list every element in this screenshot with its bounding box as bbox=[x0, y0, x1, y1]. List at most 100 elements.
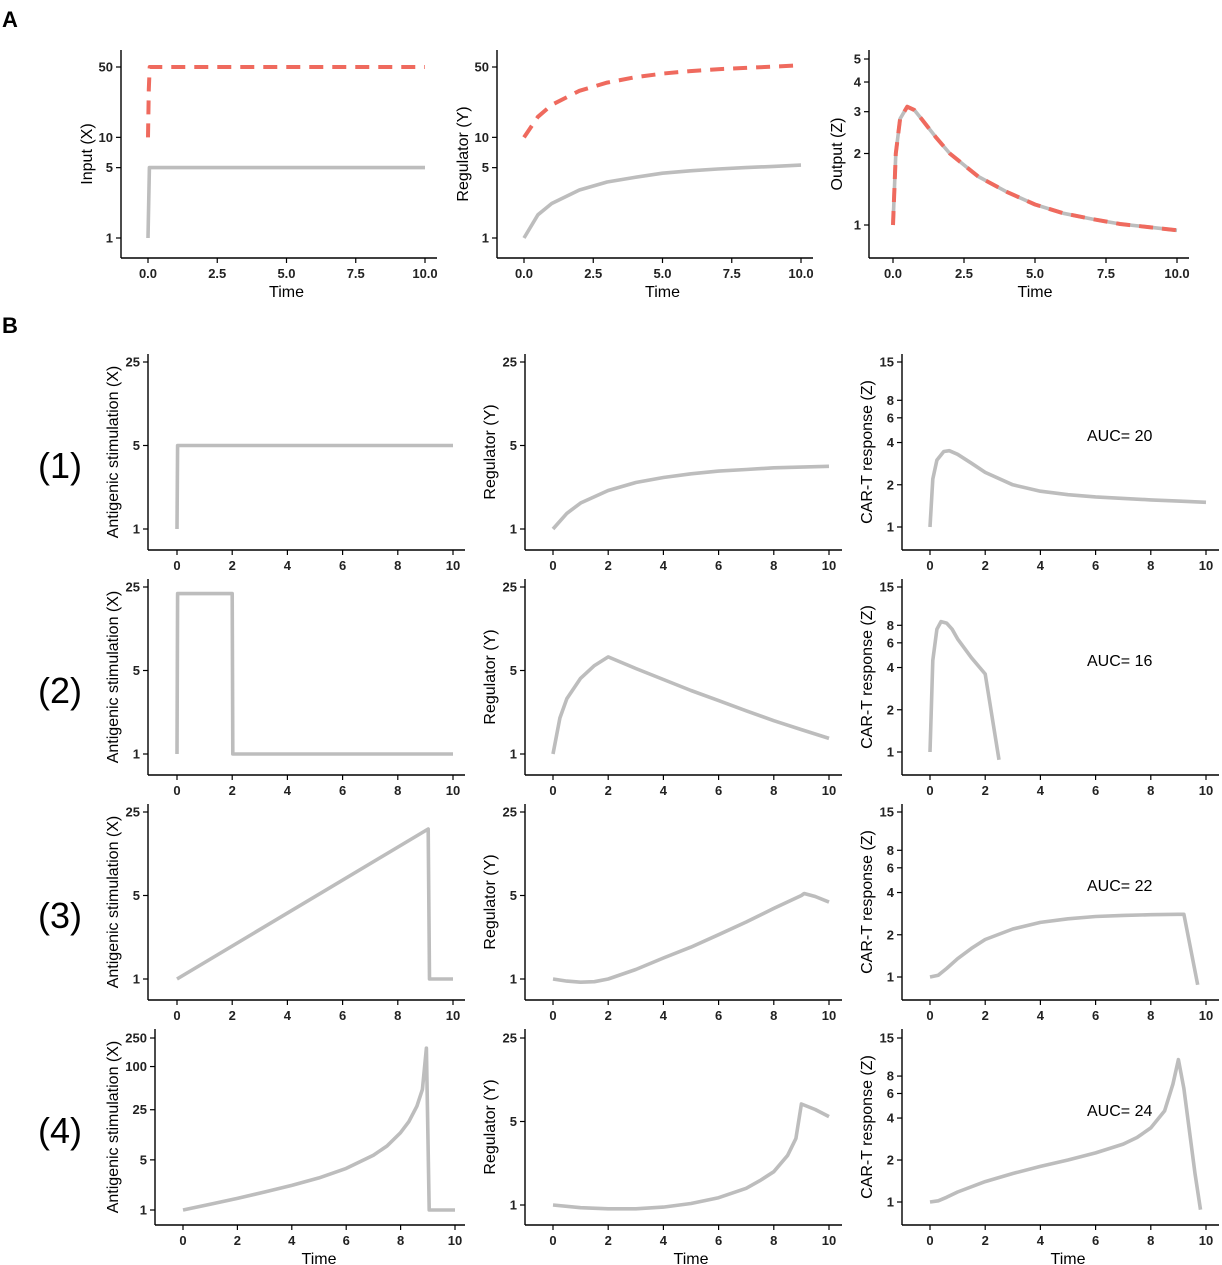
x-tick-label: 8 bbox=[770, 558, 777, 573]
y-tick-label: 5 bbox=[510, 438, 517, 453]
panel-letter-b: B bbox=[2, 313, 18, 338]
y-axis-label: Antigenic stimulation (X) bbox=[105, 591, 122, 764]
chart-b1x: 1 5 25 0 2 4 6 8 10 Antigenic stimulation (X) bbox=[105, 354, 465, 573]
x-tick-label: 2 bbox=[234, 1233, 241, 1248]
y-axis-label: Regulator (Y) bbox=[482, 1079, 499, 1174]
x-tick-label: 2 bbox=[605, 1008, 612, 1023]
x-tick-label: 10.0 bbox=[1164, 266, 1189, 281]
row-label-1: (1) bbox=[38, 445, 82, 486]
x-tick-label: 10.0 bbox=[788, 266, 813, 281]
y-tick-label: 25 bbox=[503, 1031, 517, 1046]
x-tick-label: 0.0 bbox=[139, 266, 157, 281]
series-gray-line bbox=[176, 827, 453, 981]
y-axis-label: Antigenic stimulation (X) bbox=[105, 816, 122, 989]
x-tick-label: 0 bbox=[549, 783, 556, 798]
x-tick-label: 0 bbox=[179, 1233, 186, 1248]
y-tick-label: 1 bbox=[510, 747, 517, 762]
x-tick-label: 7.5 bbox=[1097, 266, 1115, 281]
y-tick-label: 8 bbox=[887, 393, 894, 408]
y-tick-label: 25 bbox=[126, 805, 140, 820]
y-tick-label: 25 bbox=[503, 805, 517, 820]
x-tick-label: 0.0 bbox=[884, 266, 902, 281]
x-tick-label: 8 bbox=[1147, 1008, 1154, 1023]
x-tick-label: 2 bbox=[982, 1008, 989, 1023]
series-gray-line bbox=[146, 165, 425, 239]
y-tick-label: 1 bbox=[510, 1198, 517, 1213]
y-tick-label: 15 bbox=[880, 1031, 894, 1046]
x-tick-label: 2 bbox=[982, 783, 989, 798]
x-tick-label: 2.5 bbox=[584, 266, 602, 281]
x-tick-label: 10 bbox=[446, 558, 460, 573]
x-tick-label: 4 bbox=[284, 1008, 292, 1023]
x-axis-label: Time bbox=[1018, 284, 1053, 301]
y-tick-label: 10 bbox=[475, 130, 489, 145]
x-tick-label: 10 bbox=[822, 1233, 836, 1248]
x-tick-label: 2 bbox=[605, 558, 612, 573]
y-tick-label: 50 bbox=[99, 60, 113, 75]
series-gray-line bbox=[928, 448, 1207, 528]
y-axis-label: Output (Z) bbox=[829, 118, 846, 191]
y-tick-label: 1 bbox=[887, 970, 894, 985]
chart-b2y: 1 5 25 0 2 4 6 8 10 Regulator (Y) bbox=[482, 579, 842, 798]
series-gray-line bbox=[551, 464, 830, 531]
y-tick-label: 1 bbox=[887, 520, 894, 535]
x-tick-label: 6 bbox=[1092, 558, 1099, 573]
y-tick-label: 1 bbox=[854, 218, 861, 233]
y-tick-label: 4 bbox=[887, 660, 895, 675]
x-tick-label: 0 bbox=[173, 783, 180, 798]
series-gray-line bbox=[552, 1102, 830, 1211]
y-tick-label: 15 bbox=[880, 805, 894, 820]
x-axis-label: Time bbox=[1051, 1251, 1086, 1265]
series-red-line bbox=[891, 104, 1178, 233]
y-tick-label: 15 bbox=[880, 580, 894, 595]
y-tick-label: 1 bbox=[887, 745, 894, 760]
y-tick-label: 1 bbox=[887, 1195, 894, 1210]
y-tick-label: 1 bbox=[510, 972, 517, 987]
chart-b4z: 1 2 4 6 8 15 0 2 4 6 8 10 CAR-T response (Z) Time AUC=… bbox=[859, 1029, 1219, 1265]
y-tick-label: 2 bbox=[887, 477, 894, 492]
x-tick-label: 10 bbox=[822, 783, 836, 798]
x-tick-label: 10 bbox=[448, 1233, 462, 1248]
y-tick-label: 1 bbox=[133, 522, 140, 537]
y-tick-label: 25 bbox=[503, 355, 517, 370]
y-tick-label: 25 bbox=[126, 355, 140, 370]
y-axis-label: CAR-T response (Z) bbox=[859, 1055, 876, 1199]
y-tick-label: 8 bbox=[887, 1069, 894, 1084]
x-tick-label: 2 bbox=[982, 1233, 989, 1248]
x-tick-label: 4 bbox=[660, 1233, 668, 1248]
y-tick-label: 4 bbox=[887, 885, 895, 900]
x-axis-label: Time bbox=[269, 284, 304, 301]
x-tick-label: 2 bbox=[229, 783, 236, 798]
row-label-4: (4) bbox=[38, 1110, 82, 1151]
y-tick-label: 5 bbox=[482, 160, 489, 175]
x-tick-label: 6 bbox=[715, 1008, 722, 1023]
x-tick-label: 8 bbox=[770, 1233, 777, 1248]
y-tick-label: 5 bbox=[510, 1114, 517, 1129]
y-tick-label: 5 bbox=[140, 1152, 147, 1167]
y-tick-label: 6 bbox=[887, 635, 894, 650]
x-axis-label: Time bbox=[302, 1251, 337, 1265]
y-tick-label: 5 bbox=[133, 438, 140, 453]
y-tick-label: 3 bbox=[854, 104, 861, 119]
chart-a1: 1 5 10 50 0.0 2.5 5.0 7.5 10.0 Input (X) Time bbox=[79, 50, 438, 301]
chart-b3y: 1 5 25 0 2 4 6 8 10 Regulator (Y) bbox=[482, 804, 842, 1023]
chart-b4x: 1 5 25 100 250 0 2 4 6 8 10 Antigenic stimulation (… bbox=[105, 1029, 465, 1265]
series-gray-line bbox=[182, 1046, 455, 1212]
x-tick-label: 10.0 bbox=[412, 266, 437, 281]
y-axis-label: Antigenic stimulation (X) bbox=[105, 366, 122, 539]
y-tick-label: 250 bbox=[125, 1031, 147, 1046]
x-tick-label: 2.5 bbox=[208, 266, 226, 281]
y-tick-label: 25 bbox=[126, 580, 140, 595]
x-tick-label: 8 bbox=[394, 558, 401, 573]
x-tick-label: 0 bbox=[549, 1008, 556, 1023]
row-label-3: (3) bbox=[38, 895, 82, 936]
y-tick-label: 4 bbox=[854, 75, 862, 90]
series-gray-line bbox=[551, 655, 830, 755]
chart-a3: 1 2 3 4 5 0.0 2.5 5.0 7.5 10.0 Output (Z) Time bbox=[829, 50, 1190, 301]
chart-b2x: 1 5 25 0 2 4 6 8 10 Antigenic stimulation (X) bbox=[105, 579, 465, 798]
x-tick-label: 6 bbox=[715, 558, 722, 573]
x-tick-label: 0 bbox=[926, 1008, 933, 1023]
x-tick-label: 0 bbox=[549, 1233, 556, 1248]
x-tick-label: 2.5 bbox=[955, 266, 973, 281]
